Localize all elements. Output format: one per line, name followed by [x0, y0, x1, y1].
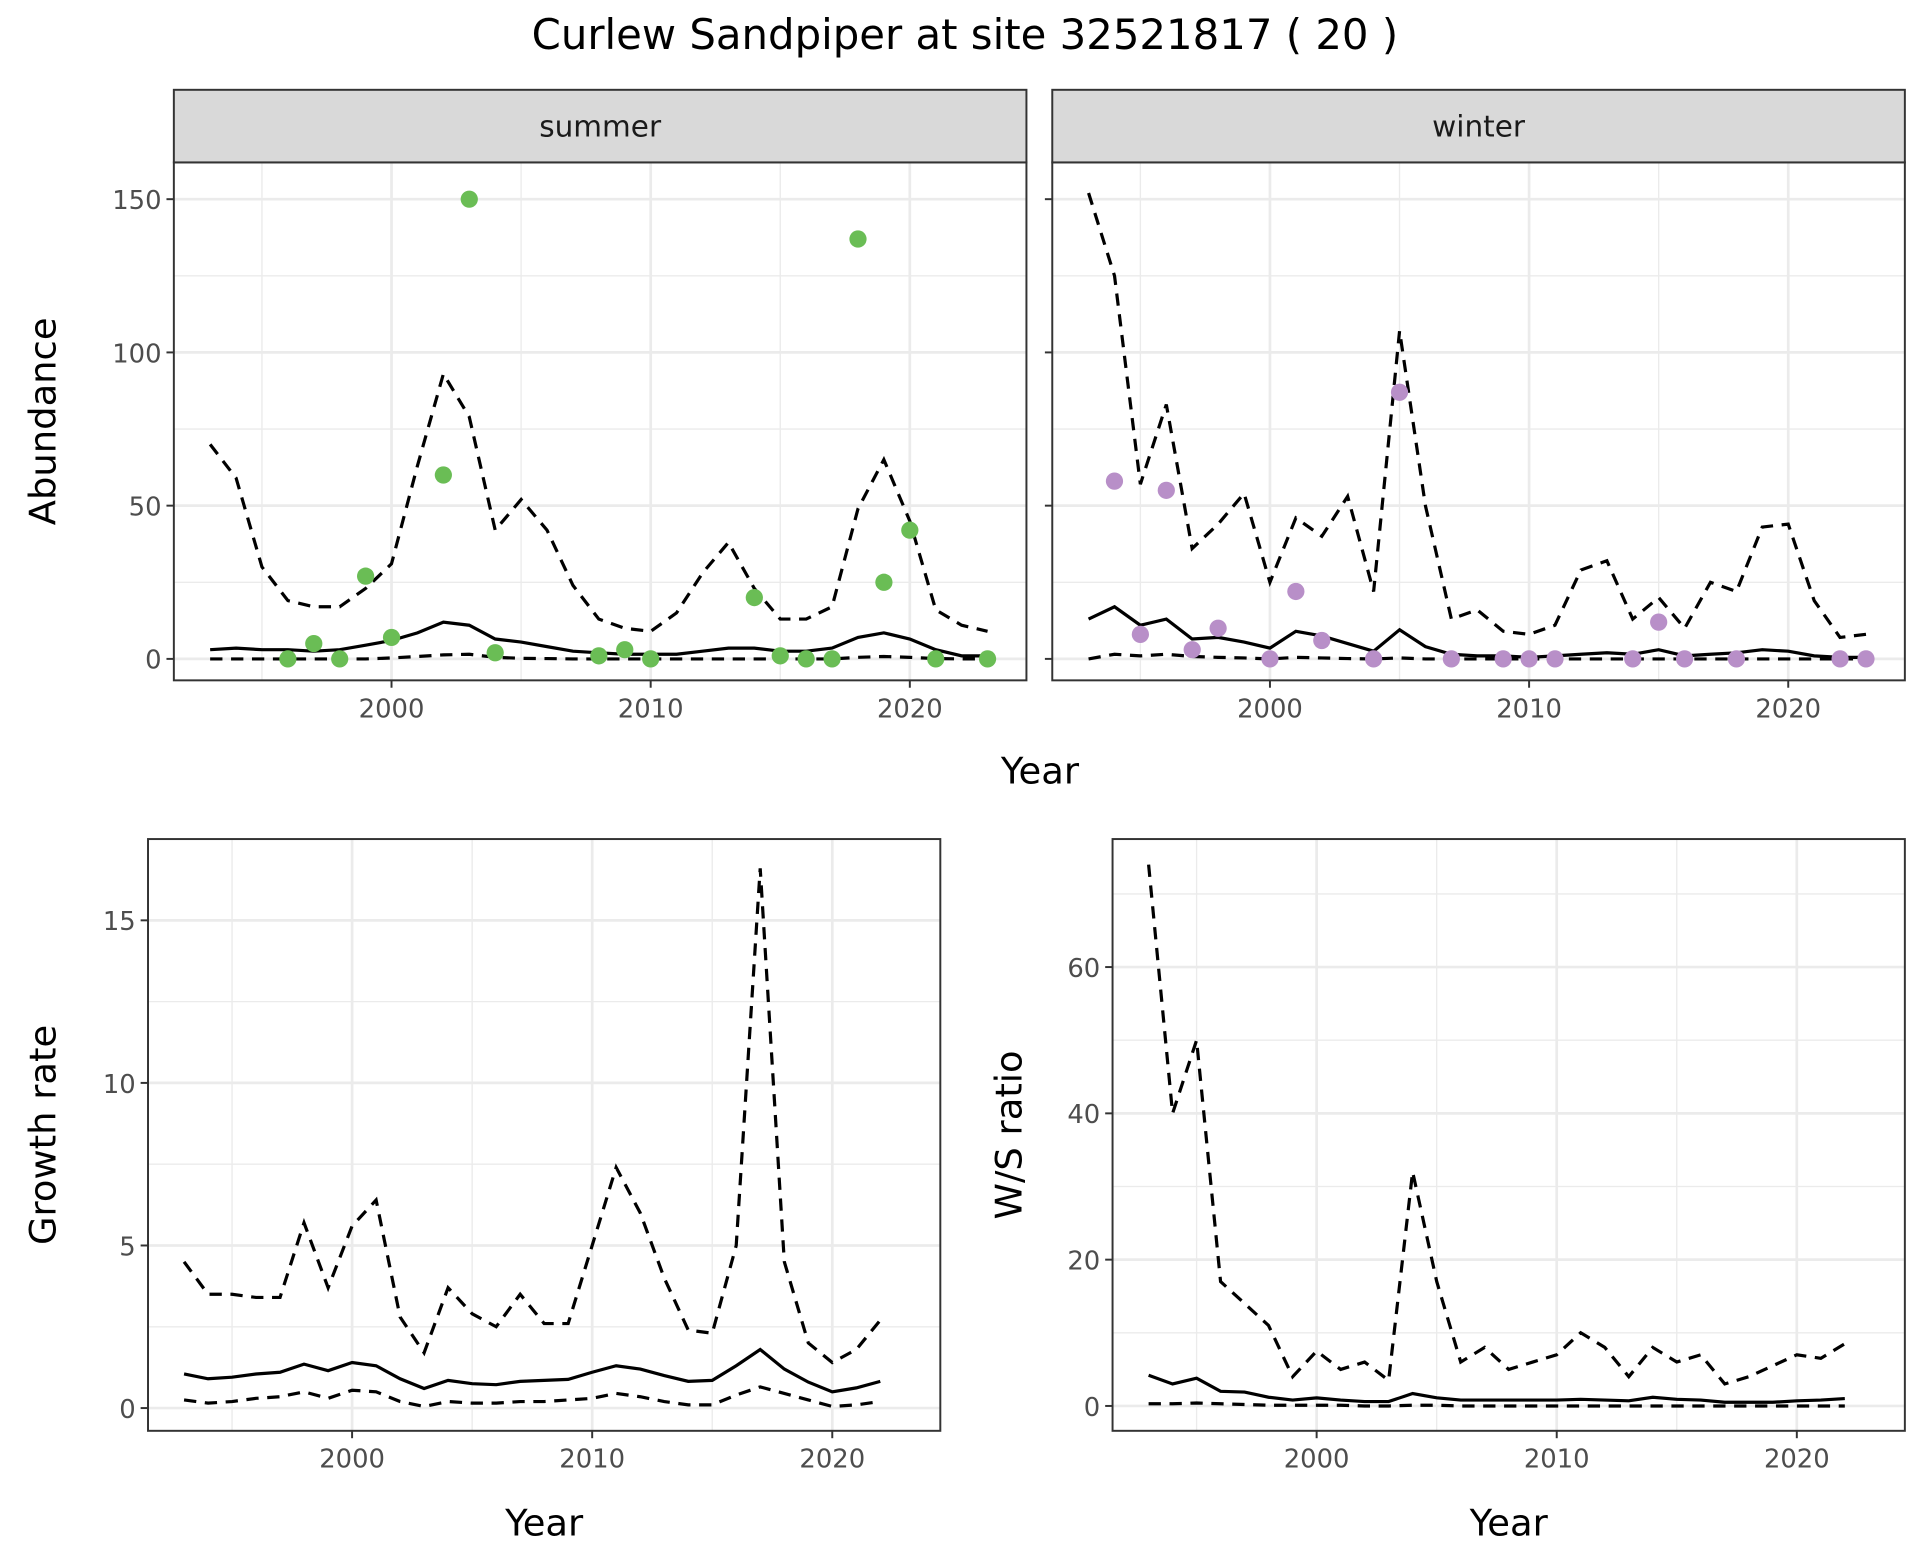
y-tick-label: 15 [103, 907, 136, 937]
data-point [1390, 383, 1409, 401]
y-tick-label: 60 [1067, 954, 1100, 984]
x-tick-label: 2000 [1284, 1445, 1350, 1475]
data-point [823, 650, 841, 668]
panel-3: 2000 2010 2020 0 20 40 60 W/S ratio Year [988, 838, 1906, 1544]
data-point [875, 573, 893, 591]
x-tick-label: 2010 [1496, 694, 1562, 724]
y-tick-label: 150 [112, 186, 161, 216]
lower-bound-line [1148, 1401, 1845, 1408]
panel-1: winter 2000 2010 2020 [1044, 88, 1906, 724]
data-point [1727, 650, 1746, 668]
data-point [1261, 650, 1279, 668]
data-point [1287, 582, 1305, 601]
upper-bound-line [1087, 192, 1867, 640]
lower-bound-line [183, 1385, 881, 1409]
x-tick-label: 2010 [1524, 1445, 1590, 1475]
data-point [771, 647, 789, 665]
x-tick-label: 2020 [877, 694, 943, 724]
x-axis-title: Year [504, 1501, 584, 1544]
data-point [1624, 650, 1642, 668]
x-tick-label: 2020 [1764, 1445, 1830, 1475]
y-tick-label: 40 [1067, 1100, 1100, 1130]
mean-line [1148, 1373, 1845, 1404]
data-point [486, 644, 504, 662]
data-point [331, 650, 349, 668]
x-tick-label: 2000 [1237, 694, 1303, 724]
mean-line [1087, 604, 1866, 659]
x-tick-label: 2010 [618, 694, 684, 724]
panel-border [147, 838, 942, 1432]
data-point [382, 628, 401, 647]
facet-label: summer [539, 110, 662, 144]
panel-border [1111, 838, 1906, 1432]
data-point [1157, 481, 1175, 499]
x-tick-label: 2000 [319, 1445, 385, 1475]
y-tick-label: 0 [119, 1395, 135, 1425]
data-point [1520, 650, 1538, 668]
data-point [279, 650, 297, 668]
y-axis-title: Growth rate [22, 1025, 65, 1245]
data-point [927, 650, 945, 668]
upper-bound-line [182, 868, 882, 1365]
facet-strip [1051, 88, 1906, 164]
chart-title: Curlew Sandpiper at site 32521817 ( 20 ) [532, 10, 1398, 59]
data-point [1650, 613, 1668, 631]
x-tick-label: 2010 [559, 1445, 625, 1475]
panel-border [1051, 161, 1906, 682]
y-axis-title: W/S ratio [988, 1050, 1031, 1219]
mean-line [183, 1347, 881, 1394]
data-point [1494, 650, 1512, 668]
x-tick-label: 2020 [799, 1445, 865, 1475]
data-point [434, 466, 452, 484]
x-axis-title: Year [1000, 750, 1080, 793]
y-tick-label: 20 [1067, 1246, 1100, 1276]
data-point [616, 641, 634, 659]
data-point [1442, 650, 1460, 668]
upper-bound-line [208, 369, 988, 633]
data-point [1546, 650, 1564, 668]
x-axis-title: Year [1469, 1501, 1549, 1544]
data-point [797, 650, 815, 668]
data-point [1675, 650, 1694, 668]
panel-2: 2000 2010 2020 0 5 10 15 Growth rate Year [22, 838, 942, 1544]
data-point [1183, 641, 1201, 659]
data-point [1105, 472, 1124, 490]
x-tick-label: 2000 [359, 694, 425, 724]
x-tick-label: 2020 [1755, 694, 1821, 724]
facet-label: winter [1432, 110, 1526, 144]
panel-0: summer 2000 2010 2020 0 50 100 150 Abundance [22, 88, 1028, 724]
data-point [1131, 625, 1149, 643]
data-point [978, 650, 997, 668]
data-point [1313, 631, 1331, 650]
facet-strip [172, 88, 1028, 164]
data-point [590, 647, 608, 665]
data-point [1831, 650, 1849, 668]
y-tick-label: 0 [1084, 1393, 1100, 1423]
data-point [1857, 650, 1875, 668]
y-tick-label: 5 [119, 1232, 135, 1262]
upper-bound-line [1147, 864, 1846, 1386]
data-point [460, 190, 478, 208]
y-axis-title: Abundance [22, 317, 65, 525]
y-tick-label: 100 [112, 339, 161, 369]
data-point [1364, 650, 1383, 668]
data-point [1209, 619, 1227, 637]
data-point [305, 634, 323, 653]
data-point [357, 567, 375, 585]
data-point [642, 650, 660, 668]
data-point [745, 588, 763, 607]
data-point [901, 521, 919, 539]
y-tick-label: 10 [103, 1070, 136, 1100]
y-tick-label: 50 [129, 492, 162, 522]
data-point [849, 230, 867, 248]
y-tick-label: 0 [145, 646, 161, 676]
